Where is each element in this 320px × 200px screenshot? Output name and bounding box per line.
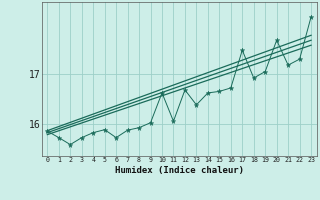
X-axis label: Humidex (Indice chaleur): Humidex (Indice chaleur) xyxy=(115,166,244,175)
